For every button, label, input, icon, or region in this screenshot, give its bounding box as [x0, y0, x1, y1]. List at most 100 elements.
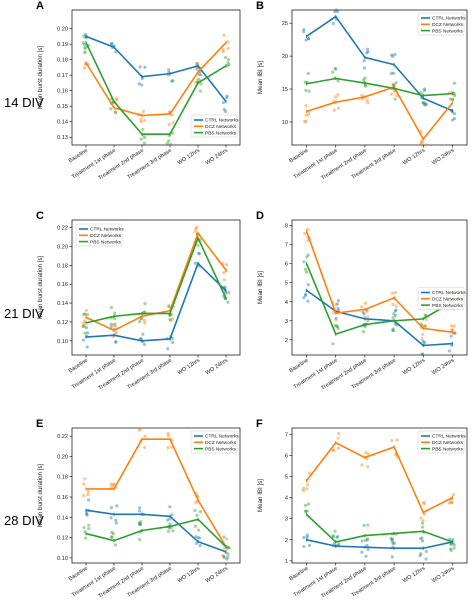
replicate-point-dcz	[420, 140, 424, 145]
series-line-ctrl	[85, 35, 227, 103]
y-tick-label: 20	[282, 54, 288, 60]
replicate-point-ctrl	[302, 296, 306, 300]
replicate-point-dcz	[389, 92, 393, 96]
replicate-point-dcz	[139, 427, 143, 431]
replicate-point-pbs	[452, 81, 457, 85]
y-axis-title: Mean burst duration [s]	[37, 46, 44, 110]
replicate-point-pbs	[196, 243, 200, 248]
series-line-dcz	[305, 231, 453, 333]
replicate-point-ctrl	[335, 302, 339, 306]
replicate-point-dcz	[137, 428, 141, 432]
y-tick-label: 0.10	[57, 339, 68, 345]
legend-label-ctrl: CTRL Networks	[432, 16, 466, 22]
replicate-point-dcz	[393, 290, 398, 295]
replicate-point-ctrl	[195, 67, 199, 71]
replicate-point-pbs	[336, 534, 340, 538]
x-tick-label: WO 24hrs	[205, 148, 230, 167]
replicate-point-ctrl	[448, 547, 453, 551]
replicate-point-ctrl	[302, 544, 306, 549]
replicate-point-pbs	[110, 535, 114, 539]
replicate-point-pbs	[392, 312, 396, 316]
replicate-point-pbs	[336, 79, 340, 83]
replicate-point-pbs	[142, 141, 146, 145]
panel-letter: C	[36, 210, 44, 222]
replicate-point-ctrl	[85, 513, 89, 517]
replicate-point-ctrl	[114, 340, 118, 344]
replicate-point-dcz	[419, 141, 423, 146]
replicate-point-dcz	[421, 519, 425, 523]
replicate-point-pbs	[335, 324, 339, 328]
replicate-point-pbs	[307, 89, 311, 93]
panel-letter: A	[36, 0, 44, 12]
replicate-point-ctrl	[138, 65, 142, 69]
replicate-point-ctrl	[302, 30, 306, 34]
replicate-point-dcz	[143, 321, 147, 325]
x-tick-label: WO 24hrs	[205, 358, 230, 377]
replicate-point-dcz	[143, 118, 147, 123]
replicate-point-pbs	[83, 331, 87, 335]
replicate-point-pbs	[423, 313, 427, 317]
replicate-point-dcz	[86, 490, 90, 494]
panels: A 0.13 0.14 0.15 0.16 0.17 0.18 0.19 0.20 Mean bu…	[36, 0, 468, 600]
replicate-point-ctrl	[449, 334, 453, 338]
replicate-point-ctrl	[421, 339, 425, 344]
replicate-point-ctrl	[303, 293, 308, 298]
replicate-point-ctrl	[142, 342, 147, 346]
legend-label-ctrl: CTRL Networks	[432, 290, 466, 296]
replicate-point-pbs	[391, 542, 395, 546]
y-tick-label: 3	[285, 319, 288, 325]
replicate-point-pbs	[82, 34, 86, 38]
replicate-point-ctrl	[307, 37, 311, 41]
replicate-point-ctrl	[306, 283, 310, 287]
replicate-point-pbs	[391, 327, 395, 331]
y-tick-label: 25	[282, 21, 288, 27]
replicate-point-dcz	[303, 231, 307, 236]
replicate-point-dcz	[450, 98, 455, 102]
replicate-point-dcz	[86, 492, 90, 497]
replicate-point-pbs	[168, 317, 172, 321]
series-line-ctrl	[306, 539, 453, 550]
replicate-point-ctrl	[390, 538, 394, 542]
y-tick-label: 8	[285, 224, 288, 230]
replicate-point-dcz	[143, 445, 147, 450]
replicate-point-pbs	[393, 97, 397, 101]
replicate-point-ctrl	[196, 536, 200, 540]
replicate-point-dcz	[395, 438, 399, 442]
replicate-point-pbs	[83, 312, 87, 316]
replicate-point-ctrl	[332, 542, 336, 546]
y-tick-label: 4	[285, 300, 288, 306]
replicate-point-dcz	[420, 332, 425, 336]
row-label-28div: 28 DIV	[4, 513, 44, 528]
replicate-point-ctrl	[449, 542, 453, 546]
replicate-point-ctrl	[334, 316, 338, 321]
replicate-point-dcz	[337, 432, 341, 436]
series-line-dcz	[85, 42, 227, 117]
replicate-point-dcz	[139, 117, 143, 121]
replicate-point-ctrl	[366, 47, 370, 51]
replicate-point-ctrl	[168, 517, 172, 521]
replicate-point-dcz	[225, 537, 229, 541]
replicate-point-ctrl	[390, 555, 394, 559]
replicate-point-dcz	[394, 304, 398, 308]
y-tick-label: 7	[285, 432, 288, 438]
x-tick-label: WO 24hrs	[431, 358, 456, 377]
replicate-point-pbs	[331, 534, 335, 538]
x-tick-label: WO 24hrs	[431, 566, 456, 585]
replicate-point-dcz	[193, 229, 198, 233]
replicate-point-ctrl	[447, 349, 451, 353]
replicate-point-dcz	[194, 61, 199, 66]
replicate-point-dcz	[115, 330, 119, 334]
replicate-point-dcz	[391, 82, 395, 86]
replicate-point-dcz	[366, 452, 370, 456]
replicate-point-pbs	[113, 543, 118, 547]
y-tick-label: 5	[285, 281, 288, 287]
replicate-point-ctrl	[222, 554, 226, 558]
replicate-point-pbs	[195, 513, 199, 517]
replicate-point-pbs	[335, 325, 339, 329]
replicate-point-pbs	[166, 529, 171, 534]
replicate-point-dcz	[424, 317, 428, 322]
y-tick-label: 7	[285, 243, 288, 249]
replicate-point-ctrl	[109, 516, 113, 520]
replicate-point-dcz	[336, 93, 340, 97]
